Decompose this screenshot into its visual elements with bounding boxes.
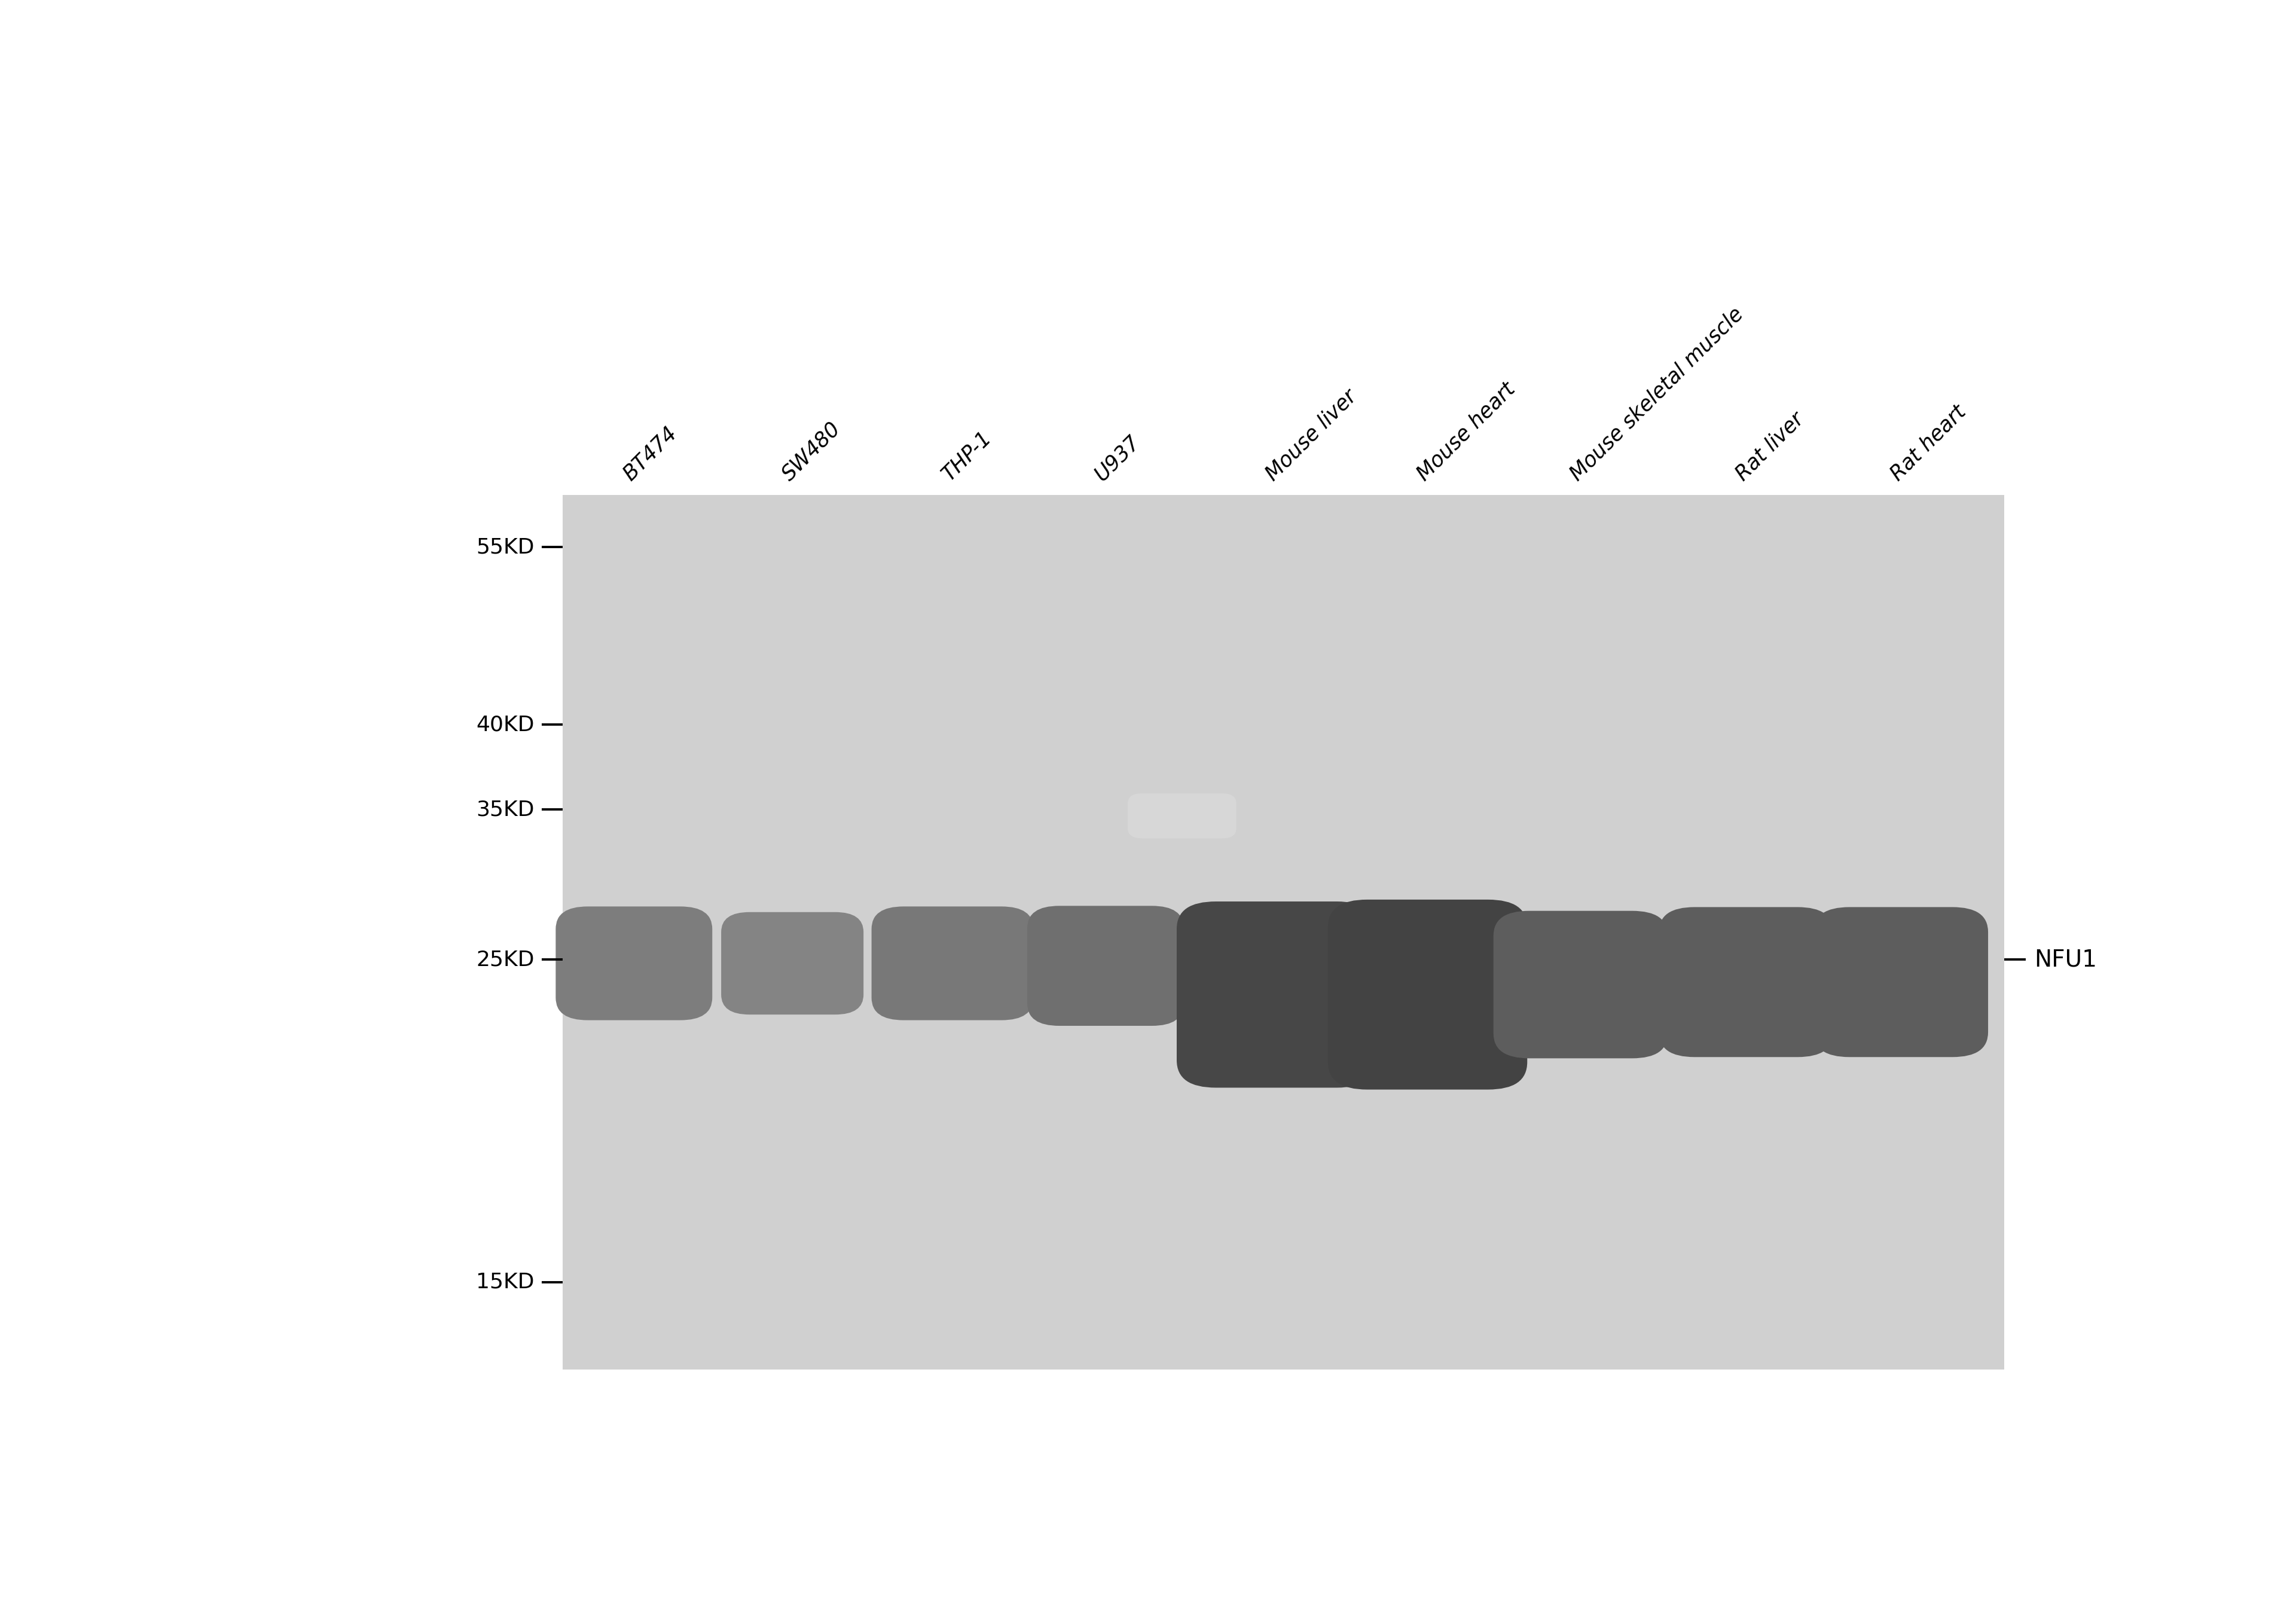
Text: 15KD: 15KD — [475, 1272, 535, 1292]
FancyBboxPatch shape — [1127, 794, 1235, 839]
FancyBboxPatch shape — [872, 907, 1033, 1021]
Text: Mouse heart: Mouse heart — [1414, 378, 1520, 485]
FancyBboxPatch shape — [563, 495, 2004, 1370]
FancyBboxPatch shape — [1492, 911, 1667, 1058]
FancyBboxPatch shape — [1660, 907, 1832, 1057]
Text: Rat liver: Rat liver — [1731, 409, 1807, 485]
Text: Mouse skeletal muscle: Mouse skeletal muscle — [1566, 304, 1747, 485]
Text: Mouse liver: Mouse liver — [1263, 386, 1362, 485]
FancyBboxPatch shape — [721, 912, 863, 1014]
Text: 35KD: 35KD — [475, 800, 535, 820]
Text: 55KD: 55KD — [475, 537, 535, 557]
Text: BT474: BT474 — [620, 424, 682, 485]
Text: SW480: SW480 — [778, 419, 845, 485]
FancyBboxPatch shape — [1026, 906, 1185, 1026]
Text: U937: U937 — [1091, 432, 1143, 485]
FancyBboxPatch shape — [1814, 907, 1988, 1057]
Text: Rat heart: Rat heart — [1887, 401, 1970, 485]
Text: NFU1: NFU1 — [2034, 948, 2096, 971]
Text: THP-1: THP-1 — [939, 427, 994, 485]
Text: 40KD: 40KD — [475, 714, 535, 735]
FancyBboxPatch shape — [1176, 901, 1375, 1087]
Text: 25KD: 25KD — [475, 949, 535, 971]
FancyBboxPatch shape — [556, 907, 712, 1021]
FancyBboxPatch shape — [1327, 899, 1527, 1089]
